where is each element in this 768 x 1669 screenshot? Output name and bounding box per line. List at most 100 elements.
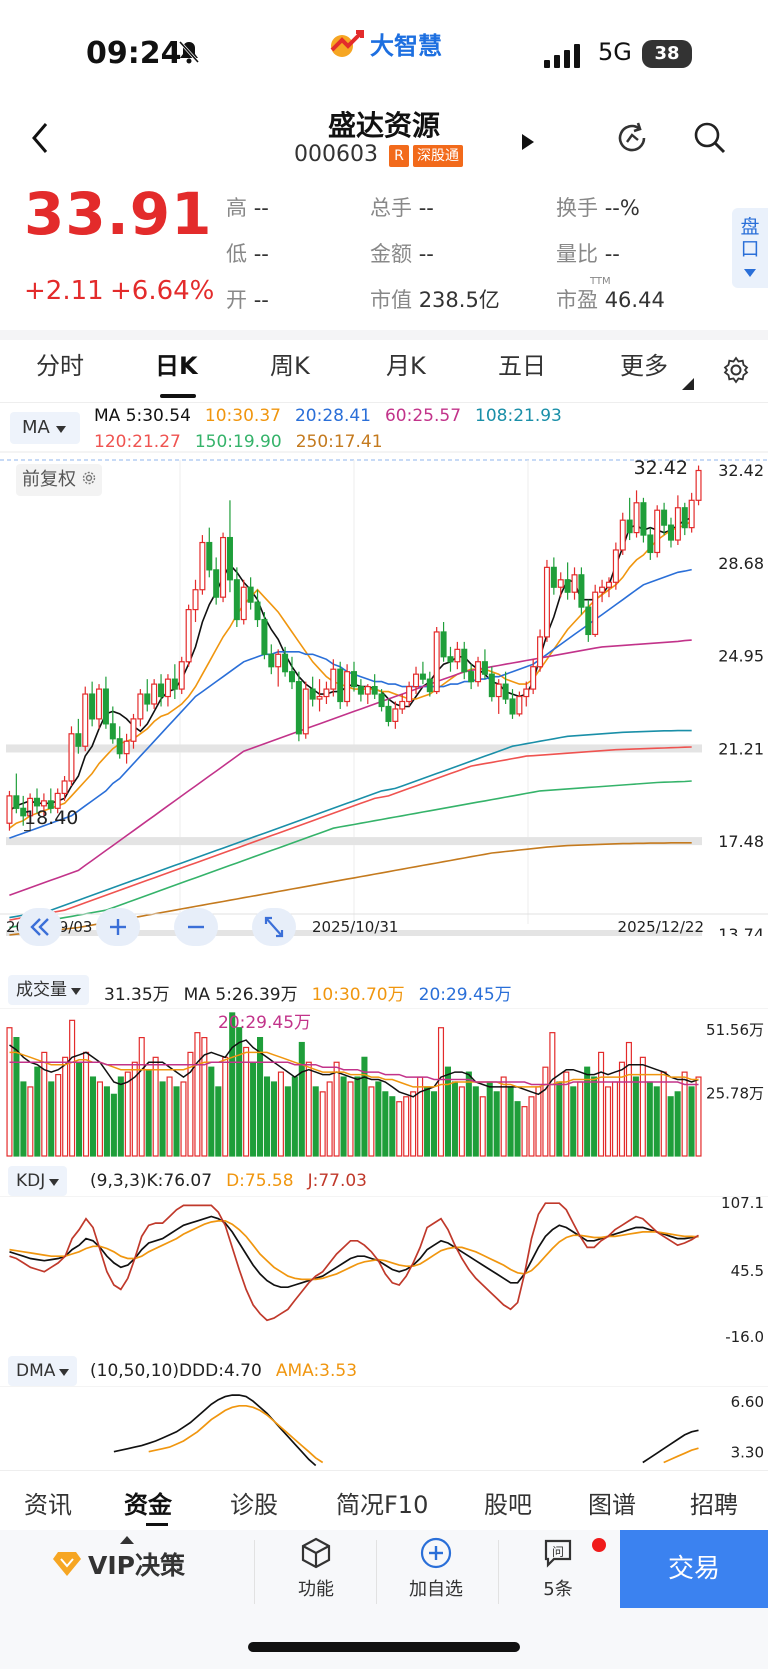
candle-body xyxy=(695,469,702,501)
bottom-info-tabs: 资讯 资金 诊股 简况F10 股吧 图谱 招聘 xyxy=(0,1470,768,1530)
dma-select[interactable]: DMA xyxy=(8,1356,78,1386)
zoom-out-button[interactable] xyxy=(174,908,218,946)
volume-bar xyxy=(89,1076,97,1157)
volume-bar xyxy=(535,1086,542,1157)
back-chevron-icon[interactable] xyxy=(26,118,54,158)
ma-legend-row1: MA 5:30.54 10:30.37 20:28.41 60:25.57 108:21… xyxy=(94,406,576,426)
tab-diagnosis[interactable]: 诊股 xyxy=(230,1491,278,1519)
volume-bar xyxy=(660,1071,667,1157)
volume-bar xyxy=(556,1081,563,1157)
messages-button[interactable]: 问 5条 xyxy=(510,1536,606,1601)
candle-body xyxy=(502,683,509,700)
tab-graph[interactable]: 图谱 xyxy=(588,1491,636,1519)
candle-body xyxy=(550,566,557,588)
vip-decision-button[interactable]: VIP决策 xyxy=(52,1546,185,1582)
tab-f10[interactable]: 简况F10 xyxy=(336,1491,429,1519)
ma-indicator-select[interactable]: MA xyxy=(10,412,80,444)
trade-button[interactable]: 交易 xyxy=(620,1530,768,1608)
candle-body xyxy=(475,661,482,683)
candle-body xyxy=(488,673,495,698)
candle-body xyxy=(640,502,647,536)
add-watchlist-button[interactable]: 加自选 xyxy=(388,1536,484,1601)
fullscreen-button[interactable] xyxy=(252,908,296,946)
tab-funds[interactable]: 资金 xyxy=(124,1491,172,1519)
volume-ma-ma10 xyxy=(9,1051,699,1088)
candle-body xyxy=(164,678,171,698)
candle-body xyxy=(440,631,447,658)
tab-weekly-k[interactable]: 周K xyxy=(270,352,310,380)
volume-bar xyxy=(6,1027,13,1157)
search-icon[interactable] xyxy=(692,120,728,156)
volume-bar xyxy=(674,1091,681,1157)
adjust-mode-button[interactable]: 前复权 xyxy=(16,464,102,496)
volume-bar xyxy=(577,1081,584,1157)
kdj-legend-item: D:75.58 xyxy=(226,1171,294,1191)
tab-jobs[interactable]: 招聘 xyxy=(690,1491,738,1519)
candlestick-chart[interactable]: 32.4228.6824.9521.2117.4813.742025/09/03… xyxy=(0,450,768,936)
pankou-button[interactable]: 盘口 xyxy=(732,208,768,288)
logo-text: 大智慧 xyxy=(370,32,442,60)
candle-body xyxy=(158,683,165,698)
volume-bar xyxy=(549,1032,556,1157)
mute-bell-icon xyxy=(178,40,200,64)
tab-news[interactable]: 资讯 xyxy=(24,1491,72,1519)
volume-bar xyxy=(103,1086,110,1157)
volume-bar xyxy=(277,1071,284,1157)
chat-bubble-icon: 问 xyxy=(544,1539,572,1568)
dma-chart[interactable]: 6.60 3.30 xyxy=(0,1386,768,1470)
ma-legend-item: 10:30.37 xyxy=(204,406,281,426)
scroll-left-button[interactable] xyxy=(18,908,62,946)
volume-bar xyxy=(361,1056,368,1157)
tab-forum[interactable]: 股吧 xyxy=(484,1491,532,1519)
kdj-select[interactable]: KDJ xyxy=(8,1166,68,1196)
quote-label: 量比 xyxy=(556,242,598,266)
candle-body xyxy=(137,693,144,720)
tab-monthly-k[interactable]: 月K xyxy=(386,352,426,380)
zoom-in-button[interactable] xyxy=(96,908,140,946)
volume-bar xyxy=(110,1093,117,1157)
tab-five-day[interactable]: 五日 xyxy=(498,352,546,380)
candle-body xyxy=(206,541,213,571)
function-button[interactable]: 功能 xyxy=(268,1536,364,1601)
volume-bar xyxy=(591,1076,598,1157)
volume-select[interactable]: 成交量 xyxy=(8,975,89,1005)
tab-daily-k[interactable]: 日K xyxy=(155,352,198,380)
candle-body xyxy=(6,795,13,824)
quote-value: 238.5亿 xyxy=(418,288,500,312)
volume-bar xyxy=(13,1037,20,1157)
quote-low: 低 -- xyxy=(226,238,269,268)
pankou-label: 盘口 xyxy=(740,216,760,260)
candle-body xyxy=(220,536,227,598)
volume-bar xyxy=(417,1076,424,1157)
candle-body xyxy=(68,733,75,782)
tab-more[interactable]: 更多 xyxy=(620,352,668,380)
volume-bar xyxy=(528,1096,535,1157)
ma-line-ma120 xyxy=(9,746,692,921)
next-stock-icon[interactable] xyxy=(520,132,536,152)
candle-body xyxy=(516,695,523,715)
candle-body xyxy=(54,792,61,809)
caret-down-icon xyxy=(744,269,756,277)
dma-y-tick: 3.30 xyxy=(731,1444,764,1462)
tab-intraday[interactable]: 分时 xyxy=(36,352,84,380)
volume-bar xyxy=(396,1101,403,1157)
candle-body xyxy=(647,534,654,554)
candle-body xyxy=(399,700,406,710)
quote-turnover: 换手 --% xyxy=(556,192,640,222)
settings-gear-icon[interactable] xyxy=(722,356,750,384)
quote-label: 高 xyxy=(226,196,247,220)
refresh-icon[interactable] xyxy=(614,120,650,156)
volume-chart[interactable]: 51.56万 25.78万 xyxy=(0,1008,768,1158)
candle-body xyxy=(661,509,668,526)
volume-legend: 31.35万 MA 5:26.39万 10:30.70万 20:29.45万 xyxy=(104,980,526,1005)
ma-legend-item: 250:17.41 xyxy=(295,432,383,452)
y-tick-label: 21.21 xyxy=(718,739,764,758)
caret-down-icon xyxy=(59,1369,70,1376)
stock-name: 盛达资源 xyxy=(327,109,440,142)
x-tick-label: 2025/10/31 xyxy=(312,918,398,936)
y-tick-label: 24.95 xyxy=(718,647,764,666)
candle-body xyxy=(309,688,316,700)
home-indicator xyxy=(248,1642,520,1652)
kdj-chart[interactable]: 107.1 45.5 -16.0 xyxy=(0,1196,768,1344)
low-annotation: 18.40 xyxy=(24,807,78,829)
